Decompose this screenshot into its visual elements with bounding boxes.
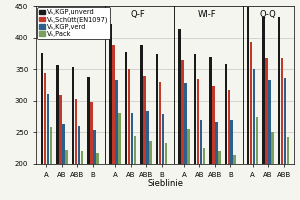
Bar: [215, 122, 218, 164]
Bar: [178, 29, 181, 164]
Legend: Vₕ,KGP,unverd, Vₕ,Schütt(EN1097), Vₕ,KGP,verd, Vₕ,Pack: Vₕ,KGP,unverd, Vₕ,Schütt(EN1097), Vₕ,KGP…: [37, 7, 110, 39]
Bar: [65, 150, 68, 164]
Bar: [227, 90, 230, 164]
Bar: [212, 86, 215, 164]
Bar: [200, 120, 202, 164]
Bar: [75, 99, 77, 164]
Bar: [46, 94, 49, 164]
Bar: [118, 113, 121, 164]
Bar: [159, 82, 161, 164]
Bar: [162, 114, 164, 164]
Bar: [131, 113, 134, 164]
Bar: [287, 137, 290, 164]
Bar: [143, 76, 146, 164]
Bar: [96, 153, 99, 164]
Text: K-F: K-F: [63, 10, 76, 19]
Bar: [230, 120, 233, 164]
Bar: [278, 17, 280, 164]
Bar: [284, 78, 286, 164]
Bar: [268, 80, 271, 164]
Bar: [233, 155, 236, 164]
Bar: [265, 58, 268, 164]
Bar: [184, 83, 187, 164]
X-axis label: Sieblinie: Sieblinie: [147, 179, 183, 188]
Bar: [140, 45, 143, 164]
Bar: [128, 69, 130, 164]
Text: Q-F: Q-F: [131, 10, 146, 19]
Bar: [187, 129, 190, 164]
Bar: [56, 65, 59, 164]
Bar: [156, 54, 158, 164]
Bar: [250, 42, 253, 164]
Bar: [146, 111, 149, 164]
Bar: [224, 64, 227, 164]
Bar: [165, 143, 167, 164]
Bar: [40, 53, 43, 164]
Bar: [80, 151, 83, 164]
Bar: [115, 80, 118, 164]
Bar: [50, 127, 52, 164]
Bar: [218, 151, 220, 164]
Bar: [209, 57, 212, 164]
Bar: [194, 54, 196, 164]
Text: Q-Q: Q-Q: [260, 10, 277, 19]
Bar: [44, 73, 46, 164]
Bar: [202, 148, 205, 164]
Bar: [110, 24, 112, 164]
Text: WI-F: WI-F: [198, 10, 216, 19]
Bar: [196, 79, 199, 164]
Bar: [247, 7, 250, 164]
Bar: [125, 52, 128, 164]
Bar: [59, 95, 62, 164]
Bar: [77, 126, 80, 164]
Bar: [87, 77, 90, 164]
Bar: [253, 69, 255, 164]
Bar: [90, 102, 93, 164]
Bar: [271, 132, 274, 164]
Bar: [149, 141, 152, 164]
Bar: [256, 117, 258, 164]
Bar: [134, 136, 136, 164]
Bar: [62, 124, 65, 164]
Bar: [112, 45, 115, 164]
Bar: [72, 67, 74, 164]
Bar: [281, 58, 284, 164]
Bar: [262, 17, 265, 164]
Bar: [93, 130, 96, 164]
Bar: [181, 60, 184, 164]
